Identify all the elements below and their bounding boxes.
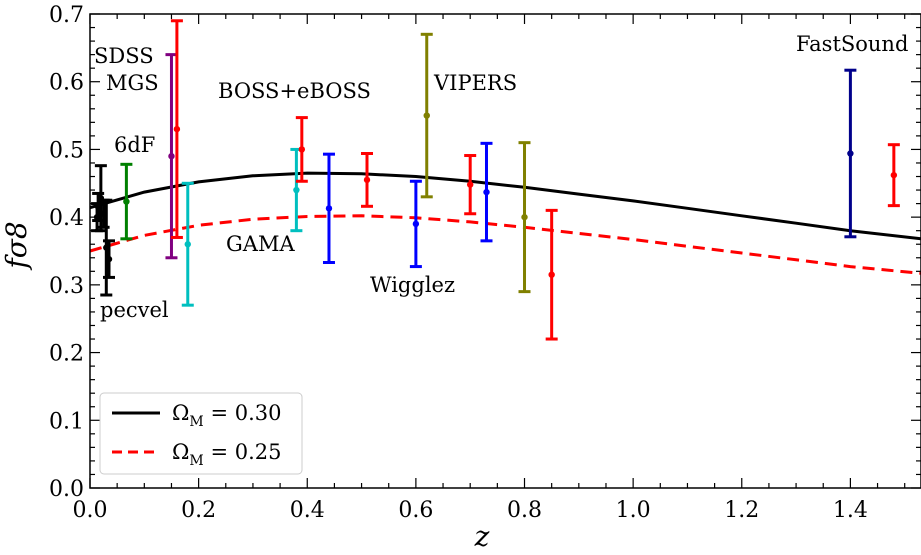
y-tick-label: 0.2 (49, 342, 84, 367)
x-tick-label: 0.6 (398, 498, 433, 523)
y-tick-label: 0.7 (49, 3, 84, 28)
data-points (91, 19, 900, 341)
axis-ticks: 0.0 0.2 0.4 0.6 0.8 1.0 1.2 1.4 0.0 0.1 0.2 0.3 0.4 0… (49, 3, 921, 523)
x-tick-label: 0.4 (290, 498, 325, 523)
y-tick-label: 0.4 (49, 206, 84, 231)
marker-gama-0 (184, 241, 191, 248)
y-tick-label: 0.3 (49, 274, 84, 299)
point-sdss-mgs-0 (165, 53, 178, 260)
point-vipers-1 (518, 141, 531, 294)
survey-label-mgs: MGS (106, 71, 159, 95)
model-curve-omega-025 (89, 214, 921, 275)
x-tick-label: 0.0 (73, 498, 108, 523)
marker-vipers-1 (521, 213, 528, 221)
legend: ΩM = 0.30 ΩM = 0.25 (99, 392, 303, 475)
x-tick-label: 0.2 (181, 498, 216, 523)
point-6df-0 (120, 162, 133, 241)
point-vipers-0 (420, 32, 433, 199)
plot-frame (89, 13, 921, 489)
point-boss-eboss-0 (170, 19, 183, 239)
marker-boss-eboss-4 (548, 271, 555, 278)
survey-label-gama: GAMA (226, 232, 295, 256)
model-curves (89, 171, 921, 275)
survey-label-sdss: SDSS (94, 44, 154, 68)
legend-label-omega-030: ΩM = 0.30 (172, 401, 281, 430)
plot-border (89, 13, 921, 489)
x-tick-label: 1.0 (616, 498, 651, 523)
marker-gama-1 (293, 186, 300, 194)
marker-6df-0 (123, 198, 130, 205)
marker-boss-eboss-3 (466, 181, 474, 188)
marker-boss-eboss-1 (298, 146, 306, 153)
y-tick-label: 0.6 (49, 71, 84, 96)
x-tick-label: 1.4 (833, 498, 868, 523)
marker-boss-eboss-5 (890, 171, 898, 179)
point-boss-eboss-5 (887, 143, 900, 208)
point-fastsound-0 (844, 68, 857, 239)
marker-boss-eboss-0 (173, 125, 181, 133)
marker-wigglez-2 (483, 188, 490, 196)
x-tick-label: 1.2 (724, 498, 759, 523)
point-pecvel-5 (103, 239, 116, 279)
legend-label-omega-025: ΩM = 0.25 (172, 440, 281, 469)
marker-boss-eboss-2 (363, 176, 371, 184)
survey-labels: pecvel 6dF SDSS MGS GAMA BOSS+eBOSS Wigg… (94, 32, 908, 322)
survey-label-wigglez: Wigglez (370, 273, 455, 297)
marker-fastsound-0 (847, 150, 854, 157)
y-tick-label: 0.0 (49, 477, 84, 502)
marker-wigglez-1 (412, 220, 420, 228)
point-boss-eboss-2 (361, 151, 373, 208)
survey-label-6df: 6dF (114, 133, 155, 157)
x-tick-label: 0.8 (507, 498, 542, 523)
survey-label-fastsound: FastSound (796, 32, 908, 56)
point-wigglez-2 (480, 141, 493, 243)
point-wigglez-1 (409, 179, 422, 269)
point-boss-eboss-4 (545, 208, 558, 341)
point-boss-eboss-3 (464, 154, 477, 216)
model-curve-omega-030 (89, 171, 921, 241)
y-tick-label: 0.5 (49, 138, 84, 163)
marker-wigglez-0 (325, 205, 333, 212)
x-axis-label: z (474, 520, 490, 553)
survey-label-pecvel: pecvel (100, 298, 169, 322)
survey-label-vipers: VIPERS (433, 71, 517, 95)
point-gama-0 (181, 181, 194, 307)
y-axis-label: fσ8 (0, 221, 33, 270)
survey-label-boss-eboss: BOSS+eBOSS (218, 79, 371, 103)
y-tick-label: 0.1 (49, 409, 84, 434)
point-boss-eboss-1 (295, 116, 308, 183)
point-wigglez-0 (322, 152, 335, 265)
marker-sdss-mgs-0 (168, 153, 175, 160)
marker-pecvel-5 (105, 255, 113, 263)
marker-vipers-0 (423, 112, 430, 119)
